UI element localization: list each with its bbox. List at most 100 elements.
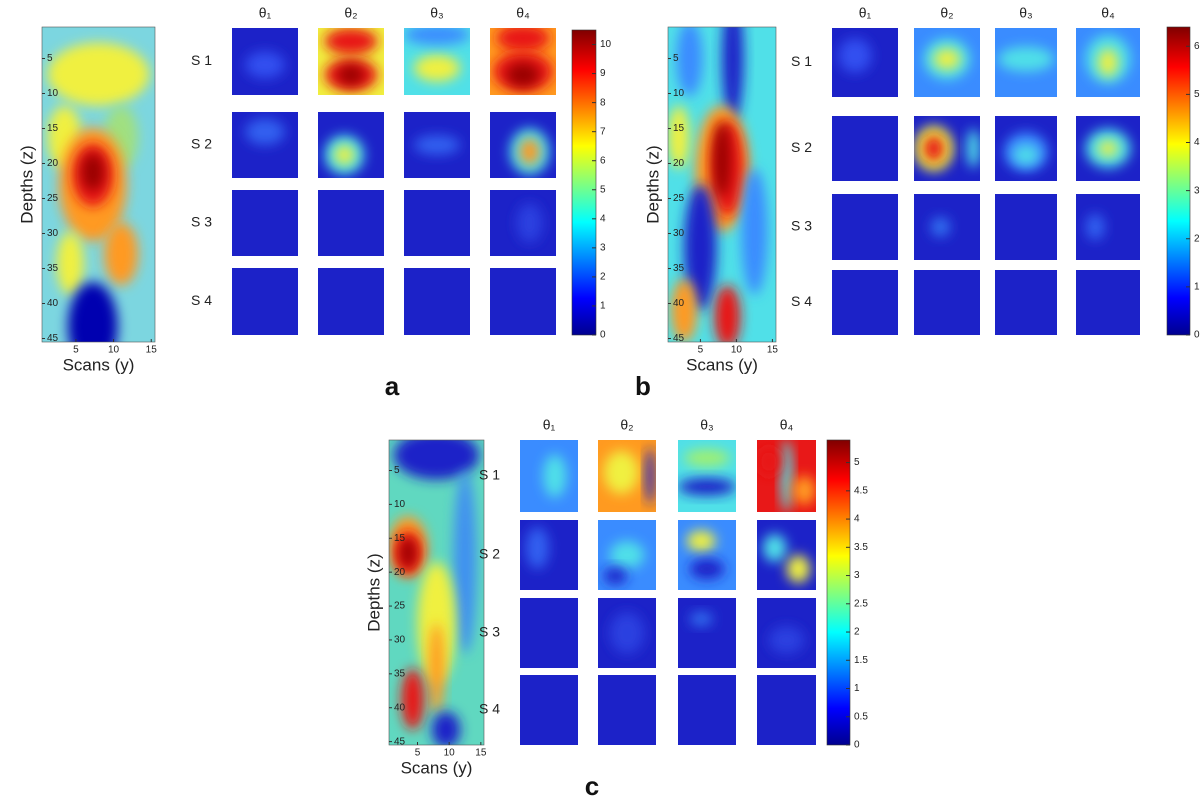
heatmap-base [832, 270, 898, 335]
y-axis-label: Depths (z) [364, 553, 383, 631]
heatmap-image [995, 116, 1057, 181]
heatmap-base [404, 190, 470, 256]
colorbar-tick-label: 2 [600, 272, 606, 283]
colorbar-tick-label: 2.5 [854, 598, 868, 609]
heatmap-blob [245, 118, 285, 145]
y-tick-label: 30 [673, 228, 685, 239]
heatmap-base [832, 194, 898, 260]
heatmap-image [490, 190, 556, 256]
heatmap-image [914, 194, 980, 260]
row-label: S 2 [791, 139, 812, 155]
heatmap-image [490, 28, 556, 95]
colorbar-tick-label: 7 [600, 126, 606, 137]
heatmap-base [520, 598, 578, 668]
heatmap-base [914, 270, 980, 335]
heatmap-blob [683, 449, 731, 467]
x-tick-label: 10 [108, 345, 120, 356]
heatmap-base [404, 268, 470, 335]
colorbar-tick-label: 5 [1194, 89, 1200, 100]
heatmap-image [914, 270, 980, 335]
heatmap-blob [1085, 213, 1105, 241]
heatmap-blob [393, 440, 480, 480]
colorbar-tick-label: 3.5 [854, 542, 868, 553]
colorbar-tick-label: 2 [1194, 233, 1200, 244]
colorbar [571, 29, 597, 336]
y-tick-label: 5 [673, 53, 679, 64]
x-tick-label: 15 [475, 748, 487, 759]
heatmap-image [232, 28, 298, 95]
heatmap-blob [930, 217, 951, 237]
heatmap-image [757, 675, 816, 745]
heatmap-image [598, 520, 656, 590]
heatmap-base [490, 268, 556, 335]
y-tick-label: 5 [47, 53, 53, 64]
heatmap-blob [413, 54, 461, 82]
y-tick-label: 30 [47, 228, 59, 239]
y-tick-label: 25 [673, 193, 685, 204]
y-tick-label: 5 [394, 465, 400, 476]
heatmap-base [318, 190, 384, 256]
column-label: θ₄ [780, 417, 794, 433]
y-tick-label: 30 [394, 635, 406, 646]
heatmap-blob [519, 138, 540, 165]
heatmap-blob [609, 612, 645, 654]
heatmap-image [678, 520, 736, 590]
panel-label: a [385, 371, 400, 401]
heatmap-blob [516, 203, 543, 243]
heatmap-image [678, 440, 736, 512]
colorbar-tick-label: 4 [854, 514, 860, 525]
heatmap-blob [998, 46, 1054, 72]
depth-frame [667, 26, 777, 343]
panel-label: b [635, 371, 651, 401]
heatmap-blob [603, 450, 639, 494]
heatmap-blob [81, 153, 105, 191]
heatmap-blob [1013, 145, 1039, 165]
row-label: S 2 [479, 546, 500, 562]
heatmap-base [832, 116, 898, 181]
colorbar-tick-label: 9 [600, 68, 606, 79]
y-tick-label: 10 [673, 88, 685, 99]
heatmap-base [678, 598, 736, 668]
colorbar-tick-label: 5 [854, 457, 860, 468]
y-tick-label: 45 [673, 333, 685, 344]
x-tick-label: 10 [731, 345, 743, 356]
column-label: θ₃ [1019, 5, 1033, 21]
heatmap-blob [923, 135, 944, 162]
row-label: S 1 [191, 52, 212, 68]
depth-frame [41, 26, 156, 343]
heatmap-image [520, 675, 578, 745]
row-label: S 4 [191, 292, 212, 308]
heatmap-image [678, 598, 736, 668]
heatmap-base [757, 675, 816, 745]
heatmap-image [598, 598, 656, 668]
colorbar-tick-label: 4 [1194, 137, 1200, 148]
colorbar-tick-label: 1.5 [854, 655, 868, 666]
y-tick-label: 25 [47, 193, 59, 204]
colorbar-tick-label: 2 [854, 627, 860, 638]
heatmap-image [232, 190, 298, 256]
y-tick-label: 10 [47, 88, 59, 99]
heatmap-blob [757, 447, 781, 476]
heatmap-image [668, 27, 776, 342]
y-axis-label: Depths (z) [643, 145, 662, 223]
heatmap-blob [792, 476, 816, 505]
x-axis-label: Scans (y) [686, 355, 758, 374]
heatmap-image [389, 440, 484, 745]
y-tick-label: 10 [394, 499, 406, 510]
x-tick-label: 15 [767, 345, 779, 356]
heatmap-image [757, 598, 816, 668]
heatmap-blob [245, 51, 285, 79]
colorbar-tick-label: 1 [1194, 282, 1200, 293]
heatmap-blob [525, 527, 550, 569]
heatmap-blob [713, 121, 731, 198]
row-label: S 4 [791, 293, 812, 309]
heatmap-image [995, 194, 1057, 260]
heatmap-image [318, 28, 384, 95]
heatmap-base [1076, 270, 1140, 335]
colorbar-tick-label: 3 [1194, 185, 1200, 196]
column-label: θ₄ [1101, 5, 1115, 21]
colorbar [1166, 26, 1191, 336]
heatmap-image [490, 112, 556, 178]
heatmap-base [232, 190, 298, 256]
